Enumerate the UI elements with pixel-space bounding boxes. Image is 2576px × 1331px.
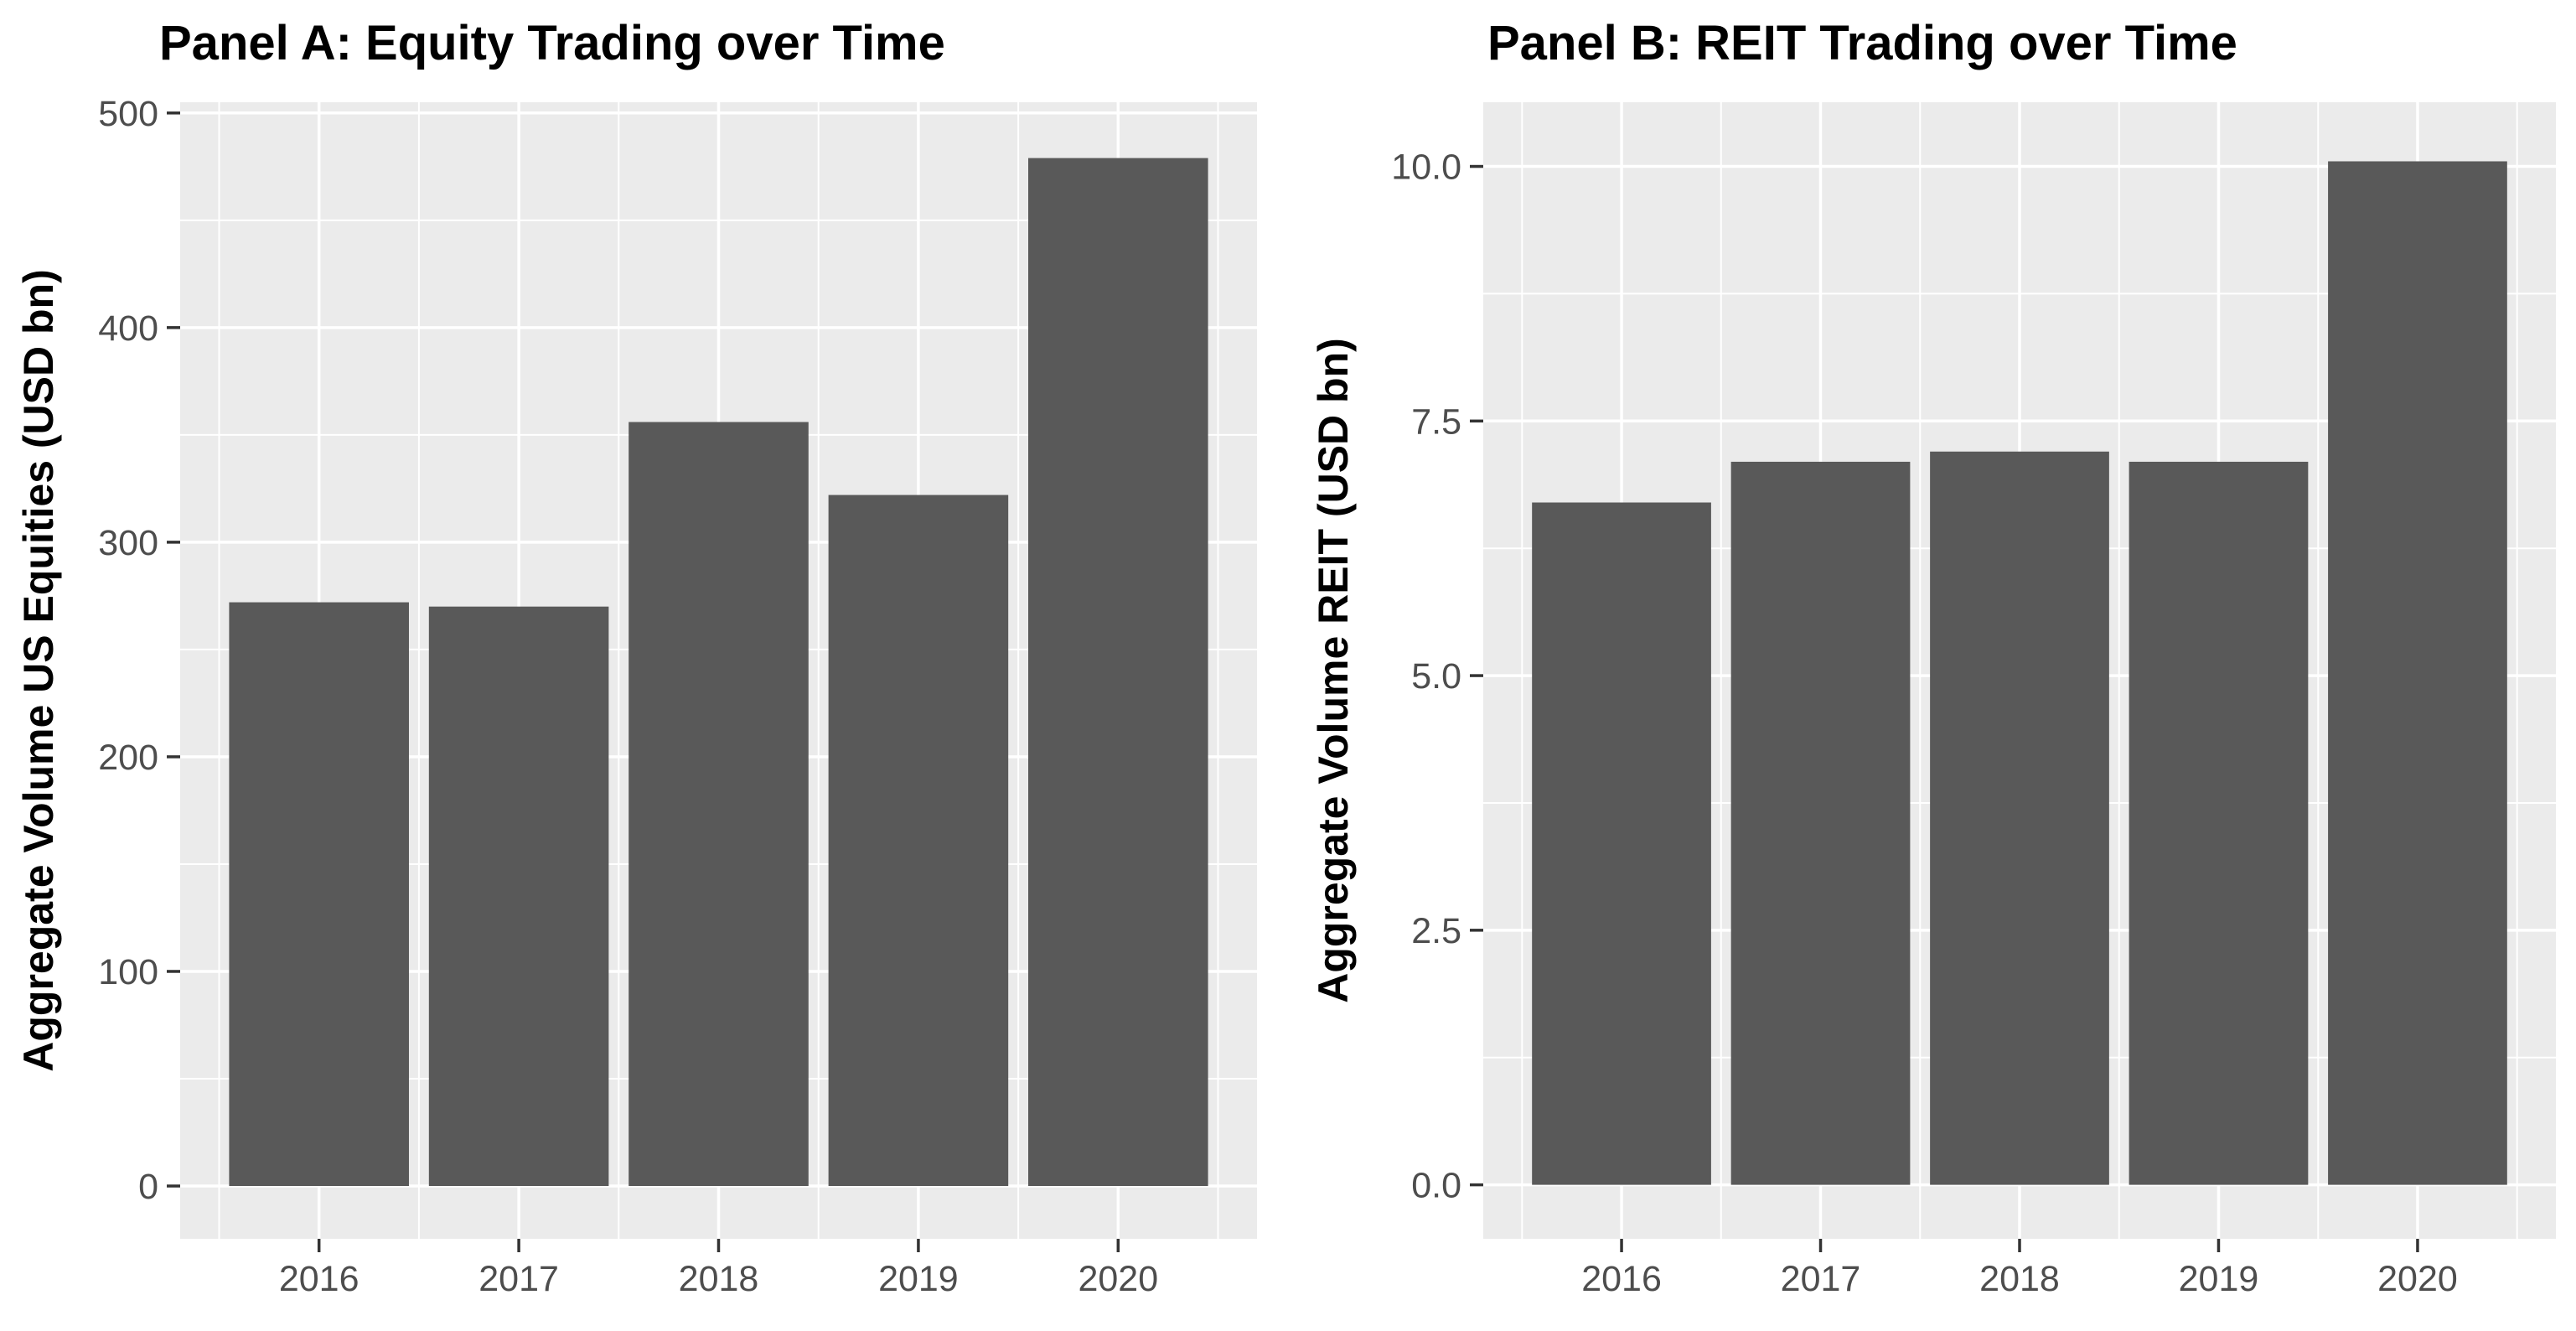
x-tick-label: 2018 <box>679 1259 759 1299</box>
x-tick-label: 2016 <box>1581 1259 1662 1299</box>
bar-2018 <box>1930 451 2109 1185</box>
y-tick-label: 0.0 <box>1411 1166 1461 1206</box>
panel-a-title: Panel A: Equity Trading over Time <box>159 16 945 70</box>
x-tick-label: 2020 <box>1078 1259 1158 1299</box>
y-tick-label: 0 <box>138 1167 158 1207</box>
bar-2019 <box>828 495 1009 1187</box>
panel-b-chart: Panel B: REIT Trading over Time Aggregat… <box>1288 0 2576 1331</box>
y-tick-label: 10.0 <box>1391 148 1461 188</box>
y-tick-label: 300 <box>98 523 158 563</box>
y-tick-label: 7.5 <box>1411 401 1461 442</box>
panel-b-plot: 0.0 2.5 5.0 7.5 10.0 2016 2017 2018 2019 2020 <box>1391 102 2556 1299</box>
bar-2017 <box>428 606 609 1187</box>
panel-b-title: Panel B: REIT Trading over Time <box>1487 16 2237 70</box>
bar-2016 <box>1532 502 1711 1185</box>
bar-2020 <box>1028 158 1208 1187</box>
x-tick-label: 2017 <box>478 1259 559 1299</box>
x-tick-label: 2019 <box>2179 1259 2259 1299</box>
panel-a-plot: 0 100 200 300 400 500 2016 2017 2018 2019 2020 <box>98 94 1257 1299</box>
x-tick-label: 2018 <box>1979 1259 2060 1299</box>
bar-2018 <box>628 422 809 1187</box>
y-tick-label: 200 <box>98 738 158 778</box>
x-tick-label: 2016 <box>279 1259 360 1299</box>
y-tick-label: 500 <box>98 94 158 134</box>
panel-a-chart: Panel A: Equity Trading over Time Aggreg… <box>15 16 1257 1299</box>
x-tick-label: 2019 <box>878 1259 959 1299</box>
bar-2016 <box>229 602 409 1187</box>
bar-2017 <box>1730 461 1911 1185</box>
bar-2019 <box>2129 461 2309 1185</box>
bar-2020 <box>2328 161 2507 1185</box>
y-tick-label: 100 <box>98 952 158 992</box>
y-tick-label: 2.5 <box>1411 911 1461 951</box>
x-tick-label: 2017 <box>1781 1259 1861 1299</box>
y-tick-label: 400 <box>98 308 158 349</box>
x-tick-label: 2020 <box>2377 1259 2458 1299</box>
y-tick-label: 5.0 <box>1411 656 1461 697</box>
